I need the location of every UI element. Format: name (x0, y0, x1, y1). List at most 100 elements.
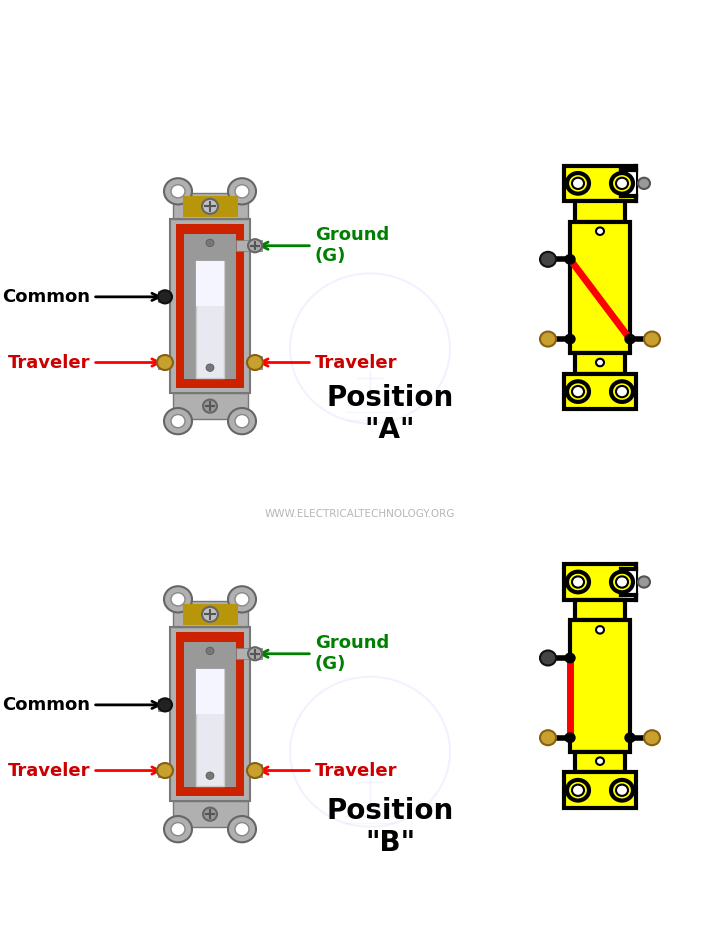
Circle shape (572, 785, 584, 796)
Circle shape (171, 185, 185, 198)
Bar (236, 648, 262, 659)
Circle shape (206, 239, 214, 246)
Bar (570, 222, 630, 353)
Circle shape (611, 173, 633, 193)
Circle shape (164, 408, 192, 434)
Circle shape (171, 415, 185, 428)
Circle shape (616, 577, 628, 588)
Bar (621, 569, 636, 595)
Circle shape (248, 647, 262, 660)
Circle shape (203, 400, 217, 413)
Text: Common: Common (2, 696, 159, 714)
Bar (170, 219, 250, 393)
Bar (575, 201, 625, 222)
Circle shape (567, 780, 589, 801)
Circle shape (572, 577, 584, 588)
Circle shape (567, 173, 589, 193)
Bar (158, 699, 170, 711)
Circle shape (638, 178, 650, 189)
Text: Ground
(G): Ground (G) (261, 226, 390, 265)
Circle shape (164, 816, 192, 843)
Bar (173, 393, 248, 419)
Bar (176, 632, 244, 796)
Text: Position
"B": Position "B" (326, 797, 454, 857)
Circle shape (616, 785, 628, 796)
Circle shape (616, 386, 628, 397)
Bar (158, 291, 170, 302)
Bar (570, 620, 630, 751)
Circle shape (235, 823, 249, 836)
Bar (173, 801, 248, 828)
Bar (158, 356, 170, 369)
Circle shape (567, 381, 589, 402)
Circle shape (638, 577, 650, 588)
Circle shape (611, 572, 633, 592)
Circle shape (228, 586, 256, 613)
Bar (173, 601, 248, 628)
Circle shape (565, 733, 575, 742)
Circle shape (644, 730, 660, 745)
Bar (621, 170, 636, 196)
Circle shape (206, 364, 214, 371)
Circle shape (228, 408, 256, 434)
Bar (236, 240, 262, 251)
Circle shape (171, 592, 185, 606)
Circle shape (228, 179, 256, 205)
Bar (176, 224, 244, 389)
Circle shape (158, 290, 172, 303)
Text: Traveler: Traveler (7, 353, 159, 371)
Bar (564, 773, 636, 808)
Circle shape (565, 653, 575, 663)
Bar (250, 764, 262, 777)
Circle shape (596, 757, 604, 764)
Bar (182, 196, 238, 217)
Circle shape (206, 647, 214, 655)
Bar (564, 374, 636, 409)
Circle shape (644, 332, 660, 347)
Circle shape (158, 698, 172, 711)
Bar (575, 353, 625, 374)
Bar (564, 166, 636, 201)
Circle shape (540, 332, 556, 347)
Circle shape (611, 780, 633, 801)
Circle shape (202, 199, 218, 214)
Bar (158, 764, 170, 777)
Circle shape (247, 355, 263, 370)
Bar (575, 751, 625, 773)
Bar (184, 233, 236, 379)
Bar (196, 670, 224, 714)
Text: SPDT (Single Pole, Double Throw) - 3-Way Switch: SPDT (Single Pole, Double Throw) - 3-Way… (32, 17, 688, 41)
Circle shape (567, 572, 589, 592)
Circle shape (157, 355, 173, 370)
Circle shape (235, 592, 249, 606)
Circle shape (625, 335, 635, 344)
Circle shape (625, 733, 635, 742)
Text: Traveler: Traveler (261, 762, 397, 779)
Circle shape (164, 179, 192, 205)
Circle shape (565, 255, 575, 264)
Bar (170, 628, 250, 801)
Circle shape (596, 626, 604, 633)
Circle shape (596, 228, 604, 235)
Bar (170, 628, 250, 801)
Bar (173, 193, 248, 219)
Circle shape (171, 823, 185, 836)
Text: WWW.ELECTRICALTECHNOLOGY.ORG: WWW.ELECTRICALTECHNOLOGY.ORG (265, 510, 455, 520)
Bar (196, 261, 224, 306)
Text: Traveler: Traveler (7, 762, 159, 779)
Circle shape (611, 381, 633, 402)
Circle shape (572, 386, 584, 397)
Circle shape (540, 252, 556, 267)
Text: Ground
(G): Ground (G) (261, 634, 390, 673)
Bar (564, 565, 636, 600)
Circle shape (572, 178, 584, 189)
Bar (196, 670, 224, 786)
Bar (250, 356, 262, 369)
Text: Common: Common (2, 288, 159, 306)
Circle shape (235, 185, 249, 198)
Circle shape (228, 816, 256, 843)
Circle shape (596, 359, 604, 366)
Circle shape (540, 730, 556, 745)
Circle shape (616, 178, 628, 189)
Text: Traveler: Traveler (261, 353, 397, 371)
